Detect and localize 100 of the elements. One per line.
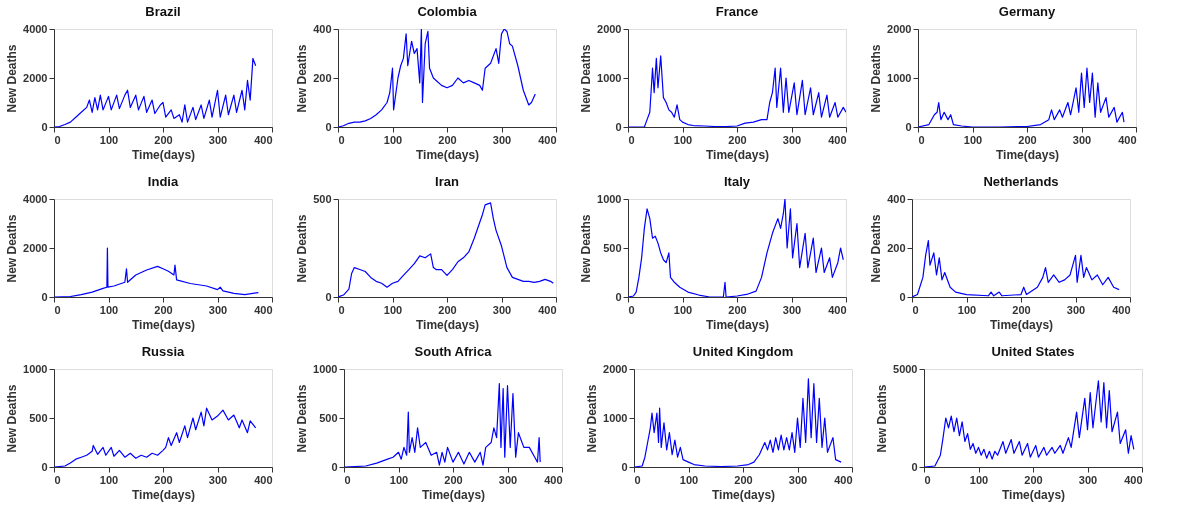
x-tick-label: 100: [389, 473, 409, 486]
x-tick-label: 400: [544, 473, 563, 486]
x-axis-title: Time(days): [415, 317, 480, 332]
x-tick-label: 100: [963, 133, 983, 146]
x-tick-label: 400: [1112, 303, 1131, 316]
y-tick-label: 0: [899, 290, 906, 303]
x-tick-label: 100: [99, 133, 119, 146]
y-axis-title: New Deaths: [875, 384, 890, 453]
x-tick-label: 400: [538, 303, 557, 316]
y-tick-label: 200: [313, 71, 332, 84]
y-tick-label: 5000: [893, 362, 918, 375]
y-tick-label: 0: [41, 290, 48, 303]
y-tick-label: 0: [41, 460, 48, 473]
x-tick-label: 300: [208, 133, 228, 146]
chart-title: Colombia: [417, 4, 478, 19]
chart-title: France: [715, 4, 759, 19]
y-axis-title: New Deaths: [295, 44, 310, 113]
x-tick-label: 200: [728, 303, 747, 316]
y-tick-label: 2000: [23, 241, 48, 254]
y-tick-label: 0: [615, 290, 622, 303]
x-tick-label: 100: [673, 133, 693, 146]
y-tick-label: 0: [621, 460, 628, 473]
x-tick-label: 400: [1124, 473, 1143, 486]
x-axis-title: Time(days): [1001, 487, 1066, 502]
y-tick-label: 2000: [23, 71, 48, 84]
y-tick-label: 4000: [23, 22, 48, 35]
y-tick-label: 200: [887, 241, 906, 254]
line-series: [918, 67, 1125, 127]
x-axis-title: Time(days): [705, 317, 770, 332]
x-tick-label: 400: [828, 303, 847, 316]
y-tick-label: 0: [325, 120, 332, 133]
y-tick-label: 0: [41, 120, 48, 133]
y-tick-label: 1000: [887, 71, 912, 84]
chart-title: Russia: [141, 344, 186, 359]
y-tick-label: 4000: [23, 192, 48, 205]
x-tick-label: 200: [444, 473, 463, 486]
y-axis-title: New Deaths: [579, 214, 594, 283]
chart-title: United States: [991, 344, 1075, 359]
x-tick-label: 200: [1012, 303, 1031, 316]
x-tick-label: 300: [782, 303, 802, 316]
x-tick-label: 100: [99, 303, 119, 316]
x-tick-label: 200: [1018, 133, 1037, 146]
y-axis-title: New Deaths: [5, 44, 20, 113]
chart-title: Italy: [723, 174, 751, 189]
y-axis-title: New Deaths: [585, 384, 600, 453]
y-tick-label: 500: [603, 241, 622, 254]
x-tick-label: 200: [734, 473, 753, 486]
y-tick-label: 1000: [603, 411, 628, 424]
x-tick-label: 300: [788, 473, 808, 486]
y-tick-label: 1000: [597, 71, 622, 84]
line-series: [338, 29, 536, 127]
y-tick-label: 0: [615, 120, 622, 133]
x-tick-label: 300: [498, 473, 518, 486]
x-tick-label: 400: [254, 303, 273, 316]
x-axis-title: Time(days): [415, 147, 480, 162]
chart-title: South Africa: [414, 344, 493, 359]
x-tick-label: 400: [834, 473, 853, 486]
x-axis-title: Time(days): [711, 487, 776, 502]
x-tick-label: 200: [438, 303, 457, 316]
y-axis-title: New Deaths: [295, 384, 310, 453]
x-tick-label: 200: [438, 133, 457, 146]
y-tick-label: 0: [331, 460, 338, 473]
chart-title: Germany: [998, 4, 1056, 19]
x-tick-label: 200: [154, 303, 173, 316]
x-tick-label: 0: [54, 303, 61, 316]
x-tick-label: 200: [154, 133, 173, 146]
y-axis-title: New Deaths: [295, 214, 310, 283]
y-tick-label: 500: [29, 411, 48, 424]
y-tick-label: 1000: [313, 362, 338, 375]
x-tick-label: 0: [54, 473, 61, 486]
x-axis-title: Time(days): [989, 317, 1054, 332]
x-tick-label: 0: [54, 133, 61, 146]
x-tick-label: 100: [383, 303, 403, 316]
chart-title: India: [147, 174, 179, 189]
line-series: [344, 383, 541, 467]
x-tick-label: 100: [99, 473, 119, 486]
x-tick-label: 300: [492, 303, 512, 316]
y-tick-label: 2000: [887, 22, 912, 35]
x-axis-title: Time(days): [705, 147, 770, 162]
x-tick-label: 300: [1066, 303, 1086, 316]
y-tick-label: 0: [911, 460, 918, 473]
y-tick-label: 2000: [597, 22, 622, 35]
y-axis-title: New Deaths: [579, 44, 594, 113]
chart-title: United Kingdom: [692, 344, 794, 359]
x-tick-label: 400: [828, 133, 847, 146]
x-tick-label: 200: [728, 133, 747, 146]
y-tick-label: 0: [905, 120, 912, 133]
line-series: [54, 407, 257, 467]
x-tick-label: 300: [1072, 133, 1092, 146]
y-tick-label: 1000: [597, 192, 622, 205]
x-tick-label: 300: [492, 133, 512, 146]
y-tick-label: 1000: [23, 362, 48, 375]
y-tick-label: 500: [319, 411, 338, 424]
y-axis-title: New Deaths: [869, 44, 884, 113]
line-series: [54, 247, 259, 297]
chart-title: Brazil: [145, 4, 181, 19]
y-tick-label: 2000: [603, 362, 628, 375]
x-tick-label: 300: [208, 303, 228, 316]
x-axis-title: Time(days): [131, 317, 196, 332]
x-axis-title: Time(days): [131, 147, 196, 162]
